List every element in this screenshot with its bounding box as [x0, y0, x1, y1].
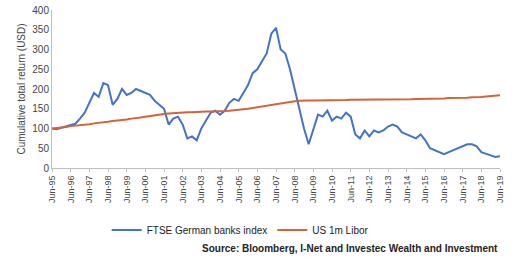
svg-text:Jun-03: Jun-03 [196, 176, 206, 204]
svg-text:300: 300 [32, 44, 49, 55]
svg-text:50: 50 [38, 143, 50, 154]
svg-text:Jun-02: Jun-02 [178, 176, 188, 204]
svg-text:Jun-00: Jun-00 [140, 176, 150, 204]
svg-text:Jun-08: Jun-08 [290, 176, 300, 204]
svg-text:350: 350 [32, 24, 49, 35]
svg-text:FTSE German banks index: FTSE German banks index [147, 225, 268, 236]
svg-text:Jun-04: Jun-04 [215, 176, 225, 204]
svg-text:Jun-01: Jun-01 [159, 176, 169, 204]
svg-text:Cumulative total return (USD): Cumulative total return (USD) [16, 23, 27, 154]
svg-text:Jun-18: Jun-18 [476, 176, 486, 204]
svg-text:Jun-06: Jun-06 [252, 176, 262, 204]
svg-text:0: 0 [43, 163, 49, 174]
svg-text:Jun-97: Jun-97 [84, 176, 94, 204]
svg-text:Jun-98: Jun-98 [103, 176, 113, 204]
svg-text:Jun-12: Jun-12 [364, 176, 374, 204]
svg-text:150: 150 [32, 103, 49, 114]
svg-text:Jun-16: Jun-16 [439, 176, 449, 204]
svg-text:US 1m Libor: US 1m Libor [312, 225, 368, 236]
svg-text:Jun-09: Jun-09 [308, 176, 318, 204]
svg-text:250: 250 [32, 64, 49, 75]
svg-text:Jun-11: Jun-11 [346, 176, 356, 203]
svg-text:Jun-96: Jun-96 [66, 176, 76, 204]
svg-text:Jun-17: Jun-17 [458, 176, 468, 204]
svg-text:Jun-95: Jun-95 [47, 176, 57, 204]
svg-text:Jun-05: Jun-05 [234, 176, 244, 204]
svg-text:200: 200 [32, 84, 49, 95]
svg-text:Jun-15: Jun-15 [420, 176, 430, 204]
svg-text:Jun-07: Jun-07 [271, 176, 281, 204]
svg-text:100: 100 [32, 123, 49, 134]
svg-text:Source: Bloomberg, I-Net and I: Source: Bloomberg, I-Net and Investec We… [202, 243, 498, 254]
svg-text:400: 400 [32, 5, 49, 16]
svg-text:Jun-19: Jun-19 [495, 176, 505, 204]
svg-text:Jun-14: Jun-14 [402, 176, 412, 204]
svg-text:Jun-13: Jun-13 [383, 176, 393, 204]
svg-text:Jun-99: Jun-99 [122, 176, 132, 204]
svg-text:Jun-10: Jun-10 [327, 176, 337, 204]
